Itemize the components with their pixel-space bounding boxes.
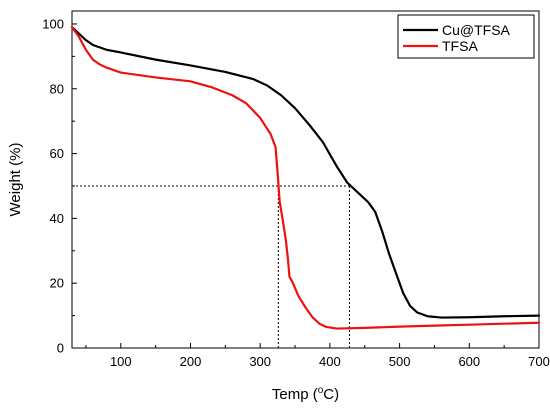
y-tick-label: 40 [50, 211, 64, 226]
plot-frame [71, 10, 540, 349]
series-layer [70, 26, 541, 330]
legend-label: TFSA [442, 38, 478, 54]
y-tick-label: 60 [50, 146, 64, 161]
x-tick-label: 600 [458, 354, 480, 369]
x-tick-label: 100 [110, 354, 132, 369]
legend-box [397, 14, 535, 59]
y-tick-label: 0 [57, 341, 64, 356]
x-tick-label: 300 [249, 354, 271, 369]
x-axis-title: Temp (oC) [272, 385, 339, 403]
x-tick-label: 700 [528, 354, 550, 369]
series-line-cu-tfsa [70, 26, 541, 319]
x-tick-label: 200 [180, 354, 202, 369]
legend-label: Cu@TFSA [442, 22, 511, 38]
y-tick-label: 100 [42, 16, 64, 31]
tick-layer: 100 200 300 400 500 600 700 0 20 40 60 80 100 [42, 16, 550, 369]
series-line-tfsa [70, 26, 541, 330]
x-tick-label: 400 [319, 354, 341, 369]
y-tick-label: 20 [50, 276, 64, 291]
reference-lines [72, 185, 350, 348]
y-axis-title: Weight (%) [7, 143, 24, 217]
y-tick-label: 80 [50, 81, 64, 96]
x-tick-label: 500 [389, 354, 411, 369]
axis-titles: Temp (oC) Weight (%) [7, 143, 339, 403]
